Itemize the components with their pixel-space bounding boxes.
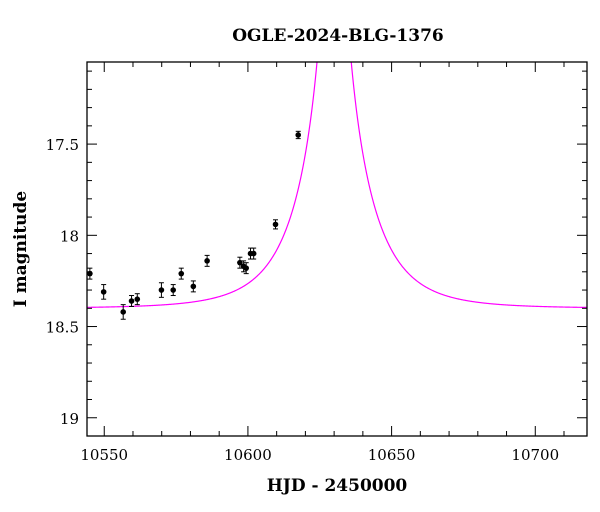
tick-labels-layer: 10550 10600 10650 10700 17.5 18 18.5 19 <box>46 136 560 464</box>
data-point <box>134 293 141 306</box>
data-marker <box>272 221 279 228</box>
ticks-layer <box>87 62 587 437</box>
data-marker <box>128 298 135 304</box>
y-tick-label: 18 <box>60 227 79 245</box>
y-tick-label: 17.5 <box>46 136 79 154</box>
data-point <box>178 267 185 280</box>
data-point <box>87 267 93 280</box>
y-tick-label: 18.5 <box>46 319 79 337</box>
plot-frame <box>86 61 588 437</box>
data-point <box>295 130 302 140</box>
data-point <box>272 219 279 230</box>
data-point <box>100 284 107 300</box>
model-curve <box>87 62 587 309</box>
data-marker <box>134 296 141 302</box>
data-point <box>158 282 165 298</box>
x-tick-label: 10600 <box>224 446 272 464</box>
y-axis-label: I magnitude <box>11 191 31 308</box>
x-tick-label: 10650 <box>368 446 416 464</box>
data-point <box>120 304 127 320</box>
data-marker <box>243 265 249 271</box>
data-marker <box>120 309 127 315</box>
data-point <box>243 262 249 275</box>
data-point <box>250 247 257 260</box>
data-points-layer <box>87 130 302 320</box>
data-marker <box>158 287 165 293</box>
data-point <box>190 280 197 293</box>
x-axis-label: HJD - 2450000 <box>267 476 408 496</box>
data-point <box>128 295 135 307</box>
data-marker <box>204 258 210 264</box>
data-marker <box>178 270 185 277</box>
data-marker <box>190 283 197 290</box>
data-marker <box>295 132 302 138</box>
data-point <box>170 284 177 297</box>
data-marker <box>100 289 107 295</box>
x-tick-label: 10550 <box>80 446 128 464</box>
data-point <box>204 254 210 267</box>
chart-title: OGLE-2024-BLG-1376 <box>232 26 444 46</box>
data-marker <box>170 287 177 293</box>
model-curve-layer <box>87 62 587 309</box>
x-tick-label: 10700 <box>511 446 559 464</box>
data-marker <box>250 250 257 257</box>
y-tick-label: 19 <box>60 410 79 428</box>
